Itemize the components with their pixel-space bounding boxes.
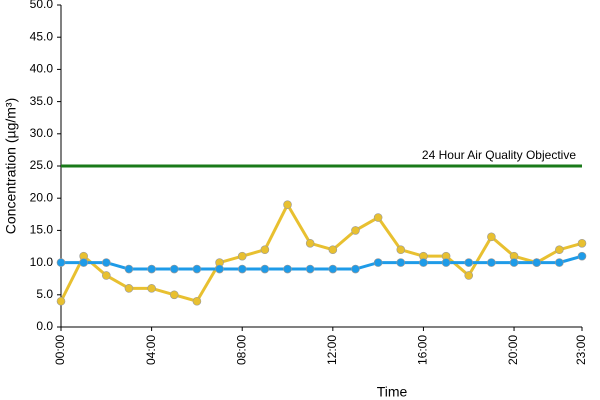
data-point: [373, 213, 383, 222]
data-point: [396, 245, 406, 255]
data-point: [237, 251, 247, 261]
data-point: [169, 264, 179, 274]
data-point: [328, 264, 338, 274]
y-tick-label: 25.0: [30, 158, 54, 172]
data-point: [419, 258, 428, 267]
data-point: [487, 258, 496, 267]
data-point: [124, 284, 134, 293]
data-point: [260, 245, 270, 255]
data-point: [532, 258, 541, 267]
series-line: [61, 254, 583, 271]
data-point: [192, 264, 202, 274]
data-point: [169, 290, 179, 300]
data-point: [260, 264, 270, 274]
data-point: [79, 258, 88, 267]
y-axis-label: Concentration (µg/m³): [3, 98, 19, 234]
x-axis-label: Time: [377, 384, 408, 400]
data-point: [237, 264, 247, 274]
data-point: [509, 258, 519, 267]
y-tick-label: 30.0: [30, 126, 54, 140]
y-tick-label: 5.0: [36, 287, 53, 301]
data-point: [487, 232, 496, 242]
data-point: [305, 238, 315, 248]
data-point: [464, 258, 474, 267]
x-tick-label: 20:00: [506, 335, 520, 365]
data-point: [283, 264, 292, 274]
y-tick-label: 10.0: [30, 255, 54, 269]
data-point: [373, 258, 383, 267]
x-tick-label: 16:00: [416, 335, 430, 365]
reference-label: 24 Hour Air Quality Objective: [422, 148, 576, 162]
data-point: [147, 284, 156, 293]
x-tick-label: 04:00: [144, 335, 158, 365]
data-point: [396, 258, 406, 267]
series-line: [59, 201, 583, 304]
x-tick-label: 00:00: [53, 335, 67, 365]
y-tick-label: 15.0: [30, 223, 54, 237]
data-point: [555, 245, 564, 255]
data-point: [283, 200, 292, 209]
y-tick-label: 0.0: [36, 319, 53, 333]
data-point: [147, 264, 156, 274]
x-tick-label: 12:00: [325, 335, 339, 365]
y-tick-label: 50.0: [30, 0, 54, 11]
data-point: [102, 258, 111, 267]
data-point: [351, 264, 360, 274]
data-point: [577, 251, 587, 261]
y-tick-label: 40.0: [30, 62, 54, 76]
data-point: [192, 296, 202, 306]
data-point: [351, 226, 360, 235]
x-tick-label: 08:00: [234, 335, 248, 365]
y-tick-label: 20.0: [30, 190, 54, 204]
data-point: [328, 245, 338, 255]
data-point: [577, 238, 587, 248]
data-point: [305, 264, 315, 274]
y-tick-label: 45.0: [30, 29, 54, 43]
x-tick-label: 23:00: [574, 335, 588, 365]
data-point: [56, 258, 66, 267]
data-point: [215, 264, 224, 274]
data-point: [555, 258, 564, 267]
data-point: [124, 264, 134, 274]
data-point: [464, 271, 474, 280]
y-tick-label: 35.0: [30, 94, 54, 108]
data-point: [56, 296, 66, 306]
data-point: [441, 258, 451, 267]
data-point: [102, 271, 111, 280]
